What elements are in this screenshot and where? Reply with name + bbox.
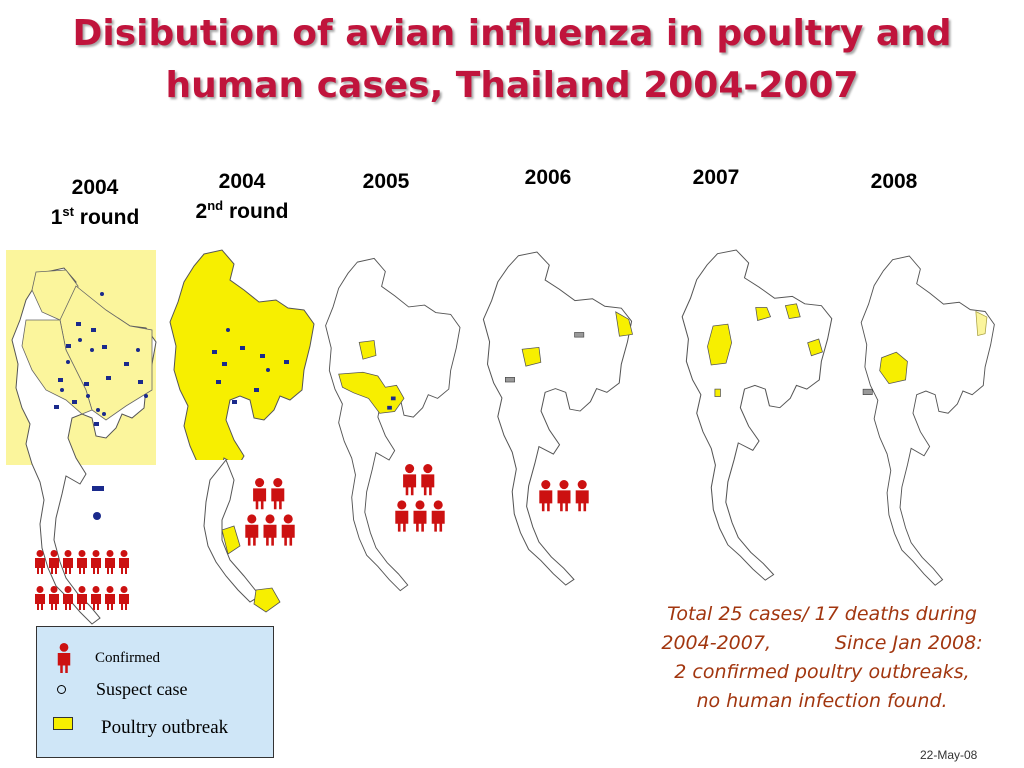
panel-label-2004-round-2: 2004 2nd round: [186, 170, 298, 224]
summary-line-2: 2004-2007, Since Jan 2008:: [661, 632, 983, 654]
map-2006: [482, 251, 633, 586]
human-cases-2005: [395, 464, 445, 532]
legend-suspect-label: Suspect case: [96, 679, 188, 699]
panel-label-2005: 2005: [362, 170, 410, 193]
panel-round: 2nd round: [195, 198, 289, 223]
panel-label-2006: 2006: [524, 166, 572, 189]
panel-label-2004-round-1: 2004 1st round: [40, 176, 150, 230]
slide-title: Disibution of avian influenza in poultry…: [0, 8, 1024, 112]
map-2004-round-2: [164, 249, 315, 622]
panel-year: 2004: [218, 170, 266, 193]
slide-date: 22-May-08: [920, 748, 978, 762]
map-2004-round-1: [6, 250, 157, 625]
summary-text: Total 25 cases/ 17 deaths during 2004-20…: [640, 600, 1004, 716]
panel-year: 2004: [71, 176, 119, 199]
human-cases-2004-round-1: [35, 550, 129, 610]
map-2007: [681, 249, 833, 581]
summary-line-4: no human infection found.: [696, 690, 948, 712]
legend-outbreak: Poultry outbreak: [53, 716, 229, 739]
outbreak-swatch-icon: [53, 716, 73, 730]
human-cases-2006: [539, 480, 589, 512]
summary-line-3: 2 confirmed poultry outbreaks,: [674, 661, 970, 683]
legend-suspect: Suspect case: [57, 679, 187, 700]
legend-confirmed: Confirmed: [55, 643, 160, 673]
map-2005: [325, 257, 461, 592]
confirmed-person-icon: [57, 643, 71, 673]
panel-label-2007: 2007: [692, 166, 740, 189]
panel-label-2008: 2008: [870, 170, 918, 193]
human-cases-2004-round-2: [245, 478, 295, 546]
title-line-1: Disibution of avian influenza in poultry…: [72, 13, 952, 54]
legend-outbreak-label: Poultry outbreak: [101, 717, 229, 738]
title-line-2: human cases, Thailand 2004-2007: [165, 65, 859, 106]
summary-line-1: Total 25 cases/ 17 deaths during: [667, 603, 977, 625]
legend-confirmed-label: Confirmed: [95, 649, 160, 666]
suspect-circle-icon: [57, 685, 66, 694]
panel-round: 1st round: [50, 204, 140, 229]
map-2008: [860, 255, 995, 586]
legend: Confirmed Suspect case Poultry outbreak: [36, 626, 274, 758]
